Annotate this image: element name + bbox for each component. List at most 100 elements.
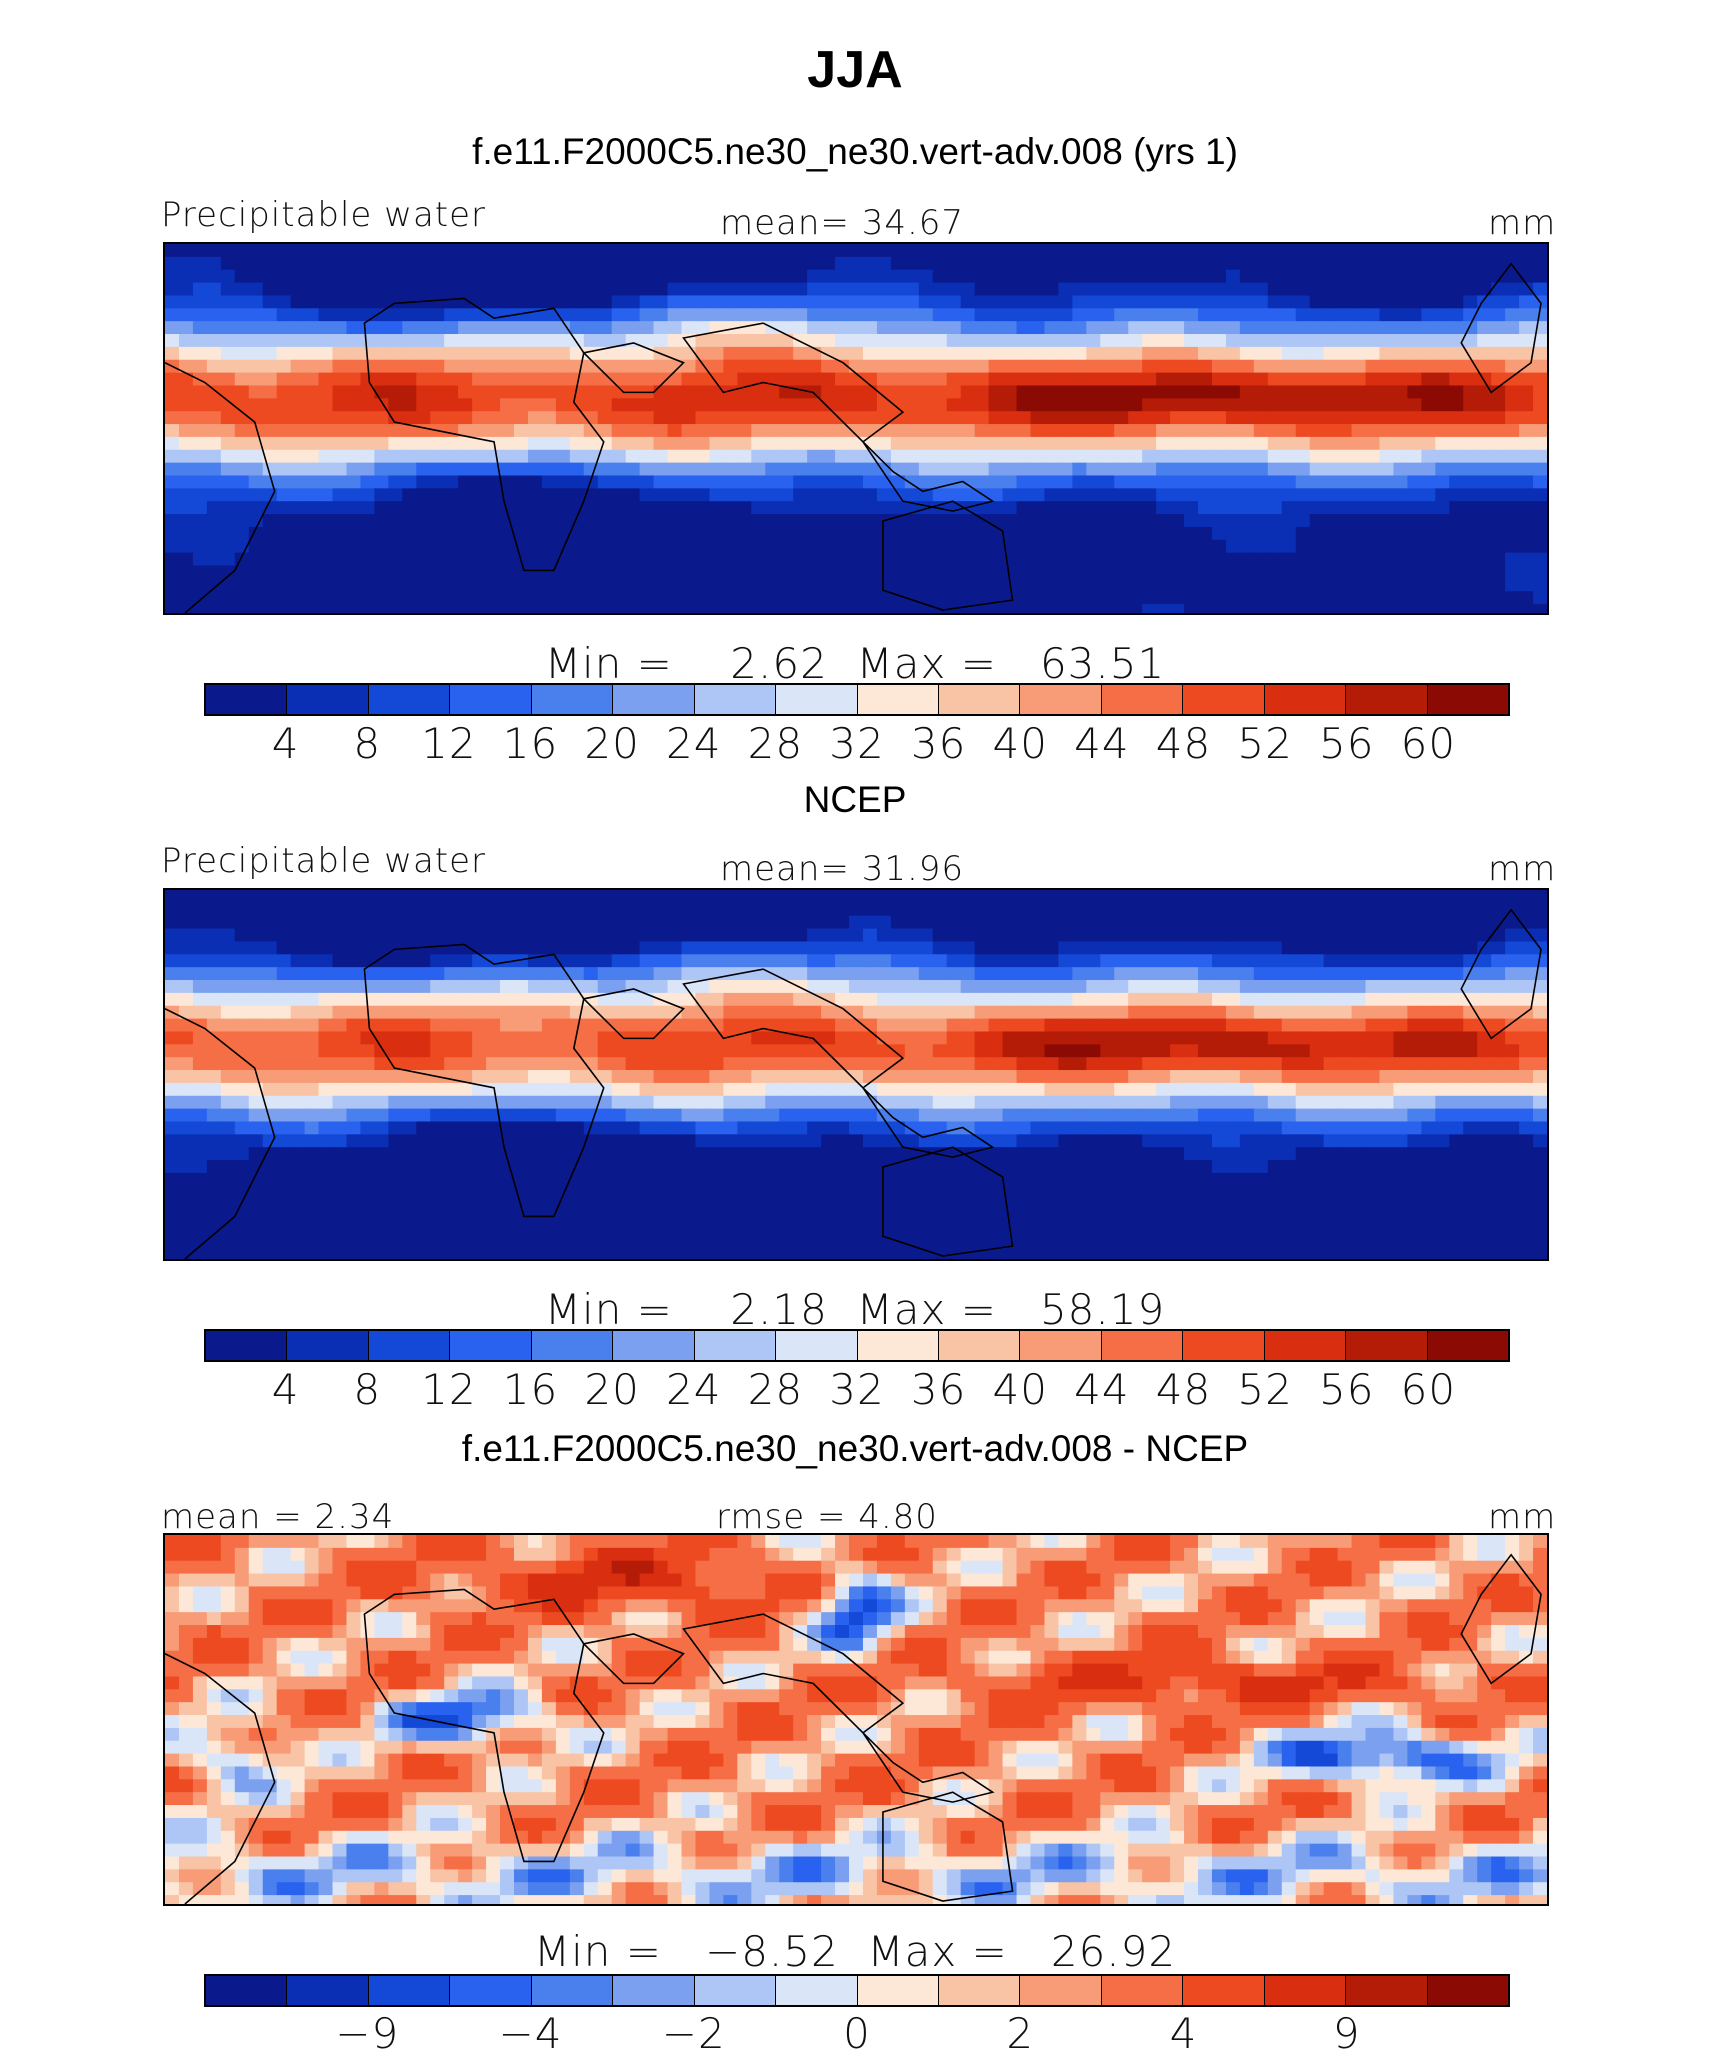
colorbar-tick-label: 52	[1237, 719, 1293, 768]
colorbar-box	[857, 685, 939, 714]
colorbar-tick-label: 12	[421, 1365, 477, 1414]
panel3-colorbar-ticks: −9 −4 −2 0 2 4 9	[204, 2010, 1510, 2058]
colorbar-box	[1183, 1976, 1265, 2005]
colorbar-box	[450, 1976, 532, 2005]
panel2-min-value: 2.18	[730, 1285, 828, 1334]
colorbar-tick-label: 8	[353, 719, 382, 768]
panel1-minmax: Min = 2.62 Max = 63.51	[544, 639, 1166, 688]
panel2-colorbar	[204, 1329, 1510, 1362]
main-title: JJA	[807, 41, 903, 99]
colorbar-box	[1427, 1331, 1508, 1360]
colorbar-tick-label: 24	[666, 719, 722, 768]
colorbar-tick-label: 0	[843, 2009, 871, 2058]
colorbar-box	[1346, 685, 1428, 714]
colorbar-tick-label: 56	[1319, 719, 1375, 768]
panel3-map	[163, 1533, 1549, 1906]
panel3-title: f.e11.F2000C5.ne30_ne30.vert-adv.008 - N…	[461, 1428, 1249, 1469]
panel2-minmax: Min = 2.18 Max = 58.19	[544, 1285, 1166, 1334]
colorbar-box	[287, 1331, 369, 1360]
colorbar-box	[938, 1976, 1021, 2005]
panel2-map	[163, 888, 1549, 1261]
panel2-title: NCEP	[803, 779, 907, 820]
colorbar-box	[1183, 685, 1265, 714]
colorbar-tick-label: 20	[584, 719, 640, 768]
panel1-variable-label: Precipitable water	[161, 195, 487, 235]
colorbar-box	[1264, 1331, 1347, 1360]
colorbar-box	[613, 685, 695, 714]
colorbar-box	[368, 1976, 451, 2005]
panel2-mean-label: mean= 31.96	[720, 849, 965, 889]
colorbar-box	[287, 685, 369, 714]
panel1-map	[163, 242, 1549, 615]
colorbar-box	[1101, 1331, 1184, 1360]
colorbar-box	[694, 1976, 777, 2005]
panel3-max-value: 26.92	[1050, 1927, 1177, 1976]
colorbar-tick-label: −2	[661, 2009, 726, 2058]
colorbar-box	[531, 1976, 614, 2005]
colorbar-tick-label: 12	[421, 719, 477, 768]
panel1-mean-label: mean= 34.67	[720, 203, 965, 243]
colorbar-box	[938, 1331, 1021, 1360]
colorbar-box	[368, 1331, 451, 1360]
colorbar-tick-label: 48	[1155, 1365, 1212, 1414]
colorbar-tick-label: 4	[271, 1365, 300, 1414]
colorbar-tick-label: −9	[335, 2009, 400, 2058]
colorbar-tick-label: 56	[1319, 1365, 1375, 1414]
panel3-colorbar	[204, 1974, 1510, 2007]
colorbar-tick-label: 28	[747, 719, 804, 768]
colorbar-tick-label: 44	[1074, 719, 1130, 768]
colorbar-box	[613, 1331, 695, 1360]
colorbar-tick-label: −4	[498, 2009, 563, 2058]
colorbar-tick-label: 8	[353, 1365, 382, 1414]
colorbar-tick-label: 4	[1169, 2009, 1198, 2058]
panel3-minmax: Min = −8.52 Max = 26.92	[533, 1927, 1177, 1976]
colorbar-box	[776, 1331, 858, 1360]
colorbar-box	[1183, 1331, 1265, 1360]
colorbar-tick-label: 16	[502, 1365, 559, 1414]
panel1-title: f.e11.F2000C5.ne30_ne30.vert-adv.008 (yr…	[472, 131, 1238, 172]
panel3-units-label: mm	[1488, 1497, 1557, 1537]
colorbar-tick-label: 32	[829, 719, 885, 768]
panel3-min-value: −8.52	[705, 1927, 839, 1976]
panel3-rmse-label: rmse = 4.80	[716, 1497, 938, 1537]
colorbar-box	[1020, 1331, 1102, 1360]
colorbar-box	[368, 685, 451, 714]
colorbar-box	[694, 685, 777, 714]
colorbar-box	[1346, 1976, 1428, 2005]
colorbar-tick-label: 28	[747, 1365, 804, 1414]
colorbar-tick-label: 52	[1237, 1365, 1293, 1414]
colorbar-box	[857, 1976, 939, 2005]
colorbar-tick-label: 20	[584, 1365, 640, 1414]
panel1-min-value: 2.62	[730, 639, 828, 688]
colorbar-box	[613, 1976, 695, 2005]
colorbar-tick-label: 40	[992, 719, 1048, 768]
colorbar-box	[206, 685, 288, 714]
colorbar-box	[938, 685, 1021, 714]
colorbar-tick-label: 32	[829, 1365, 885, 1414]
colorbar-tick-label: 60	[1400, 1365, 1457, 1414]
colorbar-box	[206, 1331, 288, 1360]
panel2-variable-label: Precipitable water	[161, 841, 487, 881]
colorbar-box	[206, 1976, 288, 2005]
colorbar-box	[1427, 685, 1508, 714]
colorbar-tick-label: 2	[1006, 2009, 1035, 2058]
colorbar-box	[531, 1331, 614, 1360]
colorbar-box	[1101, 1976, 1184, 2005]
colorbar-tick-label: 24	[666, 1365, 722, 1414]
colorbar-box	[1264, 1976, 1347, 2005]
colorbar-box	[450, 1331, 532, 1360]
panel3-mean-label: mean = 2.34	[161, 1497, 395, 1537]
panel1-colorbar	[204, 683, 1510, 716]
colorbar-tick-label: 48	[1155, 719, 1212, 768]
colorbar-tick-label: 44	[1074, 1365, 1130, 1414]
colorbar-tick-label: 60	[1400, 719, 1457, 768]
colorbar-box	[1101, 685, 1184, 714]
colorbar-box	[1020, 1976, 1102, 2005]
colorbar-box	[1427, 1976, 1508, 2005]
colorbar-tick-label: 16	[502, 719, 559, 768]
colorbar-tick-label: 36	[910, 719, 967, 768]
colorbar-box	[776, 1976, 858, 2005]
colorbar-box	[531, 685, 614, 714]
colorbar-box	[1020, 685, 1102, 714]
panel1-colorbar-ticks: 4 8 12 16 20 24 28 32 36 40 44 48 52 56 60	[204, 720, 1510, 768]
